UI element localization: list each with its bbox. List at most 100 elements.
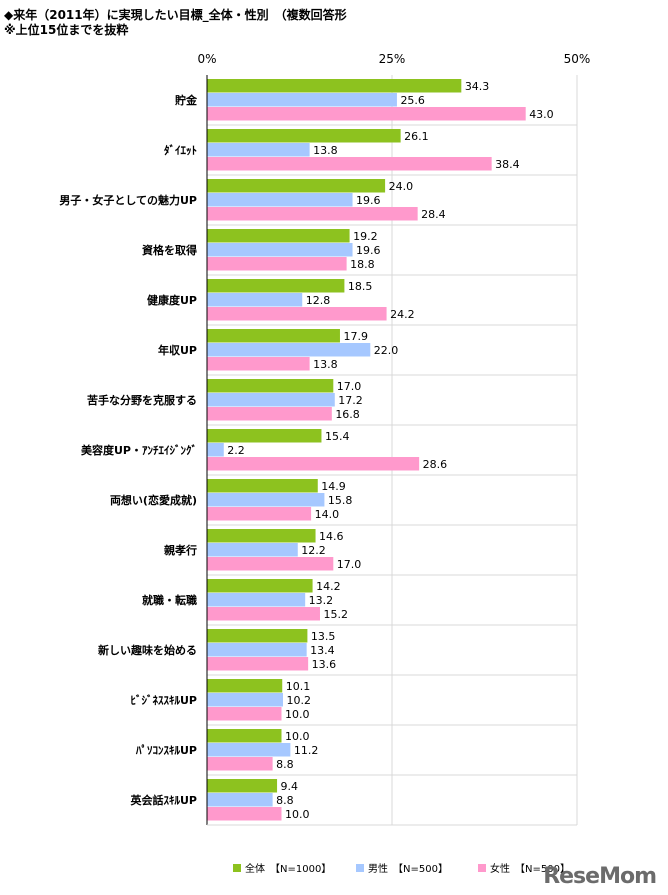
data-label: 15.2 xyxy=(323,608,348,621)
data-label: 12.8 xyxy=(306,294,331,307)
data-label: 19.2 xyxy=(353,230,378,243)
bar xyxy=(207,457,420,471)
data-label: 14.2 xyxy=(316,580,341,593)
category-label: 英会話ｽｷﾙUP xyxy=(130,793,198,807)
bar xyxy=(207,529,316,543)
bar xyxy=(207,107,526,121)
bar xyxy=(207,757,273,771)
bar xyxy=(207,229,350,243)
data-label: 13.2 xyxy=(309,594,334,607)
bar xyxy=(207,179,386,193)
data-label: 13.4 xyxy=(310,644,335,657)
bar xyxy=(207,129,401,143)
data-label: 13.8 xyxy=(313,358,338,371)
data-label: 17.2 xyxy=(338,394,363,407)
data-label: 8.8 xyxy=(276,758,294,771)
bar xyxy=(207,329,340,343)
chart-subtitle: ※上位15位までを抜粋 xyxy=(4,23,129,37)
bar xyxy=(207,479,318,493)
bar xyxy=(207,629,308,643)
legend-entry: 男性 【N=500】 xyxy=(368,862,448,875)
data-label: 34.3 xyxy=(465,80,490,93)
category-label: 両想い(恋愛成就) xyxy=(110,493,197,507)
bar xyxy=(207,243,353,257)
bar xyxy=(207,729,282,743)
category-label: ﾊﾟｿｺﾝｽｷﾙUP xyxy=(135,743,197,757)
data-label: 10.0 xyxy=(285,808,310,821)
data-label: 13.5 xyxy=(311,630,336,643)
category-label: 親孝行 xyxy=(164,543,197,557)
bar xyxy=(207,807,282,821)
category-label: 健康度UP xyxy=(147,293,197,307)
bar xyxy=(207,343,371,357)
bar xyxy=(207,543,298,557)
data-label: 26.1 xyxy=(404,130,429,143)
category-label: ﾀﾞｲｴｯﾄ xyxy=(164,143,197,157)
bar xyxy=(207,557,334,571)
data-label: 18.8 xyxy=(350,258,375,271)
bar xyxy=(207,429,322,443)
data-label: 17.9 xyxy=(343,330,368,343)
data-label: 25.6 xyxy=(400,94,425,107)
data-label: 13.6 xyxy=(312,658,337,671)
bar xyxy=(207,443,224,457)
bar xyxy=(207,293,303,307)
data-label: 38.4 xyxy=(495,158,520,171)
data-label: 11.2 xyxy=(294,744,319,757)
bar xyxy=(207,407,332,421)
bar xyxy=(207,643,307,657)
data-label: 24.0 xyxy=(389,180,414,193)
legend-swatch xyxy=(478,864,486,872)
bar xyxy=(207,593,306,607)
bar xyxy=(207,143,310,157)
data-label: 19.6 xyxy=(356,194,381,207)
chart-title: ◆来年（2011年）に実現したい目標_全体・性別 （複数回答形 ※上位15位まで… xyxy=(4,8,347,38)
bar xyxy=(207,279,345,293)
legend-entry: 全体 【N=1000】 xyxy=(245,862,331,875)
data-label: 15.4 xyxy=(325,430,350,443)
data-label: 14.0 xyxy=(315,508,340,521)
data-label: 10.0 xyxy=(285,730,310,743)
bar xyxy=(207,207,418,221)
category-label: ﾋﾞｼﾞﾈｽｽｷﾙUP xyxy=(131,693,198,707)
legend-entry: 女性 【N=500】 xyxy=(490,862,570,875)
data-label: 14.6 xyxy=(319,530,344,543)
category-label: 資格を取得 xyxy=(142,243,197,257)
category-label: 新しい趣味を始める xyxy=(98,643,197,657)
x-tick-label: 25% xyxy=(379,52,406,66)
data-label: 10.0 xyxy=(285,708,310,721)
data-label: 28.6 xyxy=(423,458,448,471)
category-label: 男子・女子としての魅力UP xyxy=(59,193,197,207)
bar xyxy=(207,257,347,271)
data-label: 22.0 xyxy=(374,344,399,357)
bar xyxy=(207,579,313,593)
category-label: 苦手な分野を克服する xyxy=(87,393,197,407)
bar xyxy=(207,607,320,621)
bar xyxy=(207,743,291,757)
resemom-watermark: ReseMom xyxy=(543,864,657,889)
data-label: 19.6 xyxy=(356,244,381,257)
data-label: 8.8 xyxy=(276,794,294,807)
data-label: 18.5 xyxy=(348,280,373,293)
data-label: 9.4 xyxy=(281,780,299,793)
data-label: 17.0 xyxy=(337,558,362,571)
data-label: 17.0 xyxy=(337,380,362,393)
bar xyxy=(207,157,492,171)
bar xyxy=(207,193,353,207)
bar xyxy=(207,307,387,321)
data-label: 16.8 xyxy=(335,408,360,421)
category-label: 美容度UP・ｱﾝﾁｴｲｼﾞﾝｸﾞ xyxy=(81,443,197,457)
bar xyxy=(207,693,283,707)
legend-swatch xyxy=(356,864,364,872)
category-label: 年収UP xyxy=(158,343,197,357)
data-label: 43.0 xyxy=(529,108,554,121)
data-label: 28.4 xyxy=(421,208,446,221)
bar xyxy=(207,707,282,721)
bar xyxy=(207,493,325,507)
data-label: 24.2 xyxy=(390,308,415,321)
bar xyxy=(207,657,309,671)
bar xyxy=(207,507,312,521)
data-label: 13.8 xyxy=(313,144,338,157)
chart-title-text: ◆来年（2011年）に実現したい目標_全体・性別 （複数回答形 xyxy=(4,8,347,22)
